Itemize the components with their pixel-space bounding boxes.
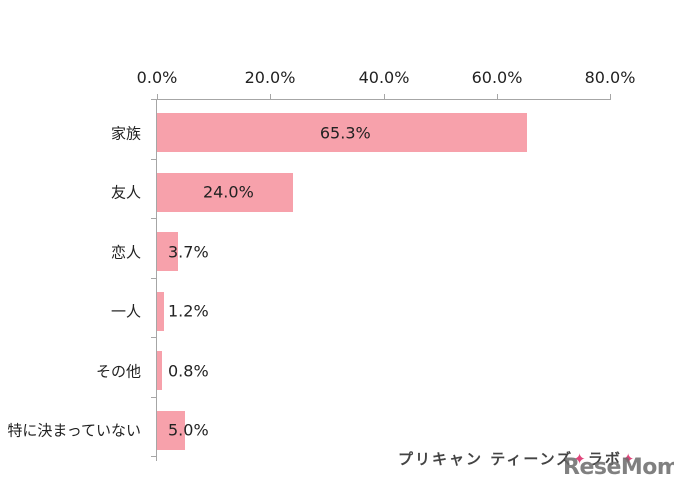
bar-4	[157, 351, 162, 390]
star-icon: ✦	[621, 450, 637, 468]
x-axis-tick	[497, 94, 498, 100]
x-tick-label: 80.0%	[584, 68, 636, 87]
category-label: 家族	[110, 124, 141, 143]
category-label: その他	[95, 362, 141, 381]
y-axis-tick	[151, 278, 157, 279]
category-label: 特に決まっていない	[7, 421, 141, 440]
star-icon: ✦	[573, 450, 588, 468]
x-tick-label: 20.0%	[244, 68, 296, 87]
logo-text: プリキャン ティーンズ	[398, 450, 574, 468]
value-label: 65.3%	[319, 123, 371, 143]
prican-teens-lab-logo: プリキャン ティーンズ✦ラボ✦	[398, 448, 636, 469]
y-axis-tick	[151, 99, 157, 100]
bar-1	[157, 173, 293, 212]
resemom-watermark: ReseMom.	[563, 455, 674, 480]
bar-3	[157, 292, 164, 331]
value-label: 0.8%	[168, 361, 209, 381]
category-label: 一人	[110, 302, 141, 321]
x-tick-label: 0.0%	[136, 68, 178, 87]
y-axis-tick	[151, 337, 157, 338]
category-label: 恋人	[110, 243, 141, 262]
value-label: 5.0%	[168, 420, 209, 440]
x-tick-label: 60.0%	[471, 68, 523, 87]
x-axis-tick	[384, 94, 385, 100]
value-label: 24.0%	[202, 182, 254, 202]
x-axis-tick	[157, 94, 158, 100]
y-axis-tick	[151, 159, 157, 160]
logo-text-2: ラボ	[587, 450, 622, 468]
x-axis-line	[157, 99, 610, 100]
y-axis-line	[156, 99, 157, 461]
value-label: 3.7%	[168, 242, 209, 262]
x-axis-tick	[610, 94, 611, 100]
x-axis-tick	[270, 94, 271, 100]
y-axis-tick	[151, 218, 157, 219]
value-label: 1.2%	[168, 301, 209, 321]
y-axis-tick	[151, 456, 157, 457]
x-tick-label: 40.0%	[358, 68, 410, 87]
bar-2	[157, 232, 178, 271]
bar-0	[157, 113, 527, 152]
bar-5	[157, 411, 185, 450]
y-axis-tick	[151, 397, 157, 398]
category-label: 友人	[110, 183, 141, 202]
